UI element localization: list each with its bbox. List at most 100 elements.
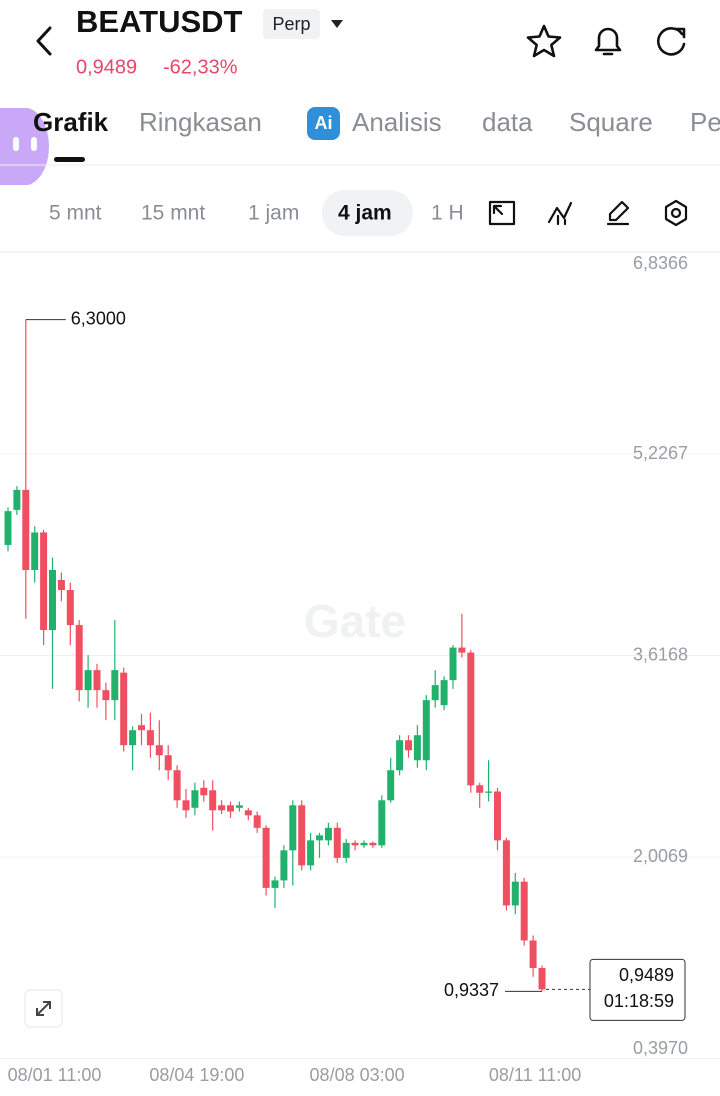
candle-body bbox=[200, 787, 208, 796]
candle-body bbox=[280, 850, 288, 881]
tab[interactable]: Pe bbox=[690, 107, 720, 137]
fullscreen-icon[interactable] bbox=[488, 200, 516, 226]
interval[interactable]: 5 mnt bbox=[49, 202, 102, 225]
interval[interactable]: 4 jam bbox=[338, 202, 392, 225]
ai-icon bbox=[307, 107, 340, 140]
candle-body bbox=[75, 625, 83, 691]
candle-body bbox=[396, 740, 404, 771]
share-icon[interactable] bbox=[656, 27, 686, 56]
tab[interactable]: data bbox=[482, 107, 533, 137]
price: 0,9489 bbox=[76, 56, 137, 78]
candle-body bbox=[494, 791, 501, 841]
candle-body bbox=[173, 770, 181, 801]
candle-body bbox=[218, 805, 226, 811]
x-tick-label: 08/11 11:00 bbox=[489, 1065, 581, 1085]
back-button[interactable] bbox=[36, 26, 52, 56]
y-tick-label: 5,2267 bbox=[633, 443, 688, 463]
tab[interactable]: Analisis bbox=[352, 107, 442, 137]
candle-body bbox=[4, 511, 12, 545]
assistant-eye bbox=[31, 137, 37, 151]
candle-body bbox=[146, 730, 154, 746]
candle-body bbox=[84, 670, 92, 691]
countdown: 01:18:59 bbox=[604, 991, 674, 1011]
candle-body bbox=[66, 590, 74, 626]
candle-body bbox=[22, 489, 30, 570]
candle-body bbox=[289, 805, 297, 851]
candle-body bbox=[31, 532, 39, 570]
watermark: Gate bbox=[304, 595, 406, 647]
candle-body bbox=[529, 940, 537, 969]
draw-icon[interactable] bbox=[606, 200, 630, 226]
x-tick-label: 08/08 03:00 bbox=[310, 1065, 405, 1085]
tab[interactable]: Square bbox=[569, 107, 653, 137]
candle-body bbox=[467, 652, 475, 786]
assistant-bubble[interactable] bbox=[0, 108, 50, 185]
expand-icon bbox=[36, 1001, 51, 1016]
candle-body bbox=[102, 690, 110, 701]
candle-body bbox=[155, 745, 163, 756]
y-tick-label: 3,6168 bbox=[633, 644, 688, 664]
tab[interactable]: Ringkasan bbox=[139, 107, 262, 137]
candle-body bbox=[485, 791, 493, 793]
candle-body bbox=[49, 569, 56, 631]
candle-body bbox=[422, 700, 430, 761]
candle-body bbox=[520, 881, 528, 941]
change: -62,33% bbox=[163, 56, 238, 78]
candle-body bbox=[138, 725, 145, 731]
interval[interactable]: 15 mnt bbox=[141, 202, 205, 225]
candle-body bbox=[351, 842, 359, 846]
indicator-icon[interactable] bbox=[547, 201, 573, 226]
interval[interactable]: 1 H bbox=[431, 202, 464, 225]
candle-body bbox=[431, 685, 439, 701]
candle-body bbox=[235, 805, 243, 808]
candle-body bbox=[244, 810, 252, 816]
tab[interactable]: Grafik bbox=[33, 107, 109, 137]
candle-body bbox=[57, 580, 65, 591]
ai-icon-text: Ai bbox=[315, 113, 333, 133]
badge: Perp bbox=[272, 14, 310, 34]
symbol: BEATUSDT bbox=[76, 4, 243, 39]
candle-body bbox=[413, 735, 421, 761]
candle-body bbox=[262, 827, 270, 888]
candle-body bbox=[369, 842, 377, 846]
candle-body bbox=[182, 800, 190, 811]
candle-body bbox=[511, 881, 519, 906]
badge-bg bbox=[263, 9, 320, 39]
interval[interactable]: 1 jam bbox=[248, 202, 299, 225]
x-tick-label: 08/04 19:00 bbox=[149, 1065, 244, 1085]
candle-body bbox=[164, 755, 172, 771]
last-price-label: 0,9489 bbox=[619, 965, 674, 985]
candle-body bbox=[378, 800, 386, 846]
candle-body bbox=[298, 805, 306, 866]
candle-body bbox=[458, 647, 466, 653]
alert-icon[interactable] bbox=[594, 27, 622, 56]
candle-body bbox=[333, 827, 341, 858]
candle-body bbox=[253, 815, 261, 828]
candle-body bbox=[129, 730, 137, 746]
candle-body bbox=[342, 842, 350, 858]
settings-icon-center bbox=[670, 207, 682, 219]
dropdown[interactable] bbox=[331, 20, 343, 28]
chart: 0,3970 2,0069 3,6168 5,2267 6,8366 08/01 11:0… bbox=[0, 252, 720, 1085]
candle-body bbox=[449, 647, 457, 681]
favorite-icon[interactable] bbox=[526, 24, 562, 58]
candle-body bbox=[120, 672, 128, 746]
settings-icon[interactable] bbox=[664, 199, 688, 227]
y-tick-label: 0,3970 bbox=[633, 1038, 688, 1058]
low-label: 0,9337 bbox=[444, 980, 499, 1000]
candle-body bbox=[307, 840, 315, 866]
candle-body bbox=[13, 489, 21, 510]
x-tick-label: 08/01 11:00 bbox=[8, 1065, 102, 1085]
candle-body bbox=[387, 770, 395, 801]
candle-body bbox=[93, 670, 101, 691]
candle-body bbox=[440, 680, 448, 706]
candle-body bbox=[111, 670, 119, 701]
candle-body bbox=[405, 740, 412, 751]
tab-indicator bbox=[54, 157, 85, 162]
last-price-box bbox=[589, 958, 686, 1021]
candle-body bbox=[360, 842, 368, 846]
candle-body bbox=[227, 805, 234, 812]
assistant-eye bbox=[13, 137, 19, 151]
